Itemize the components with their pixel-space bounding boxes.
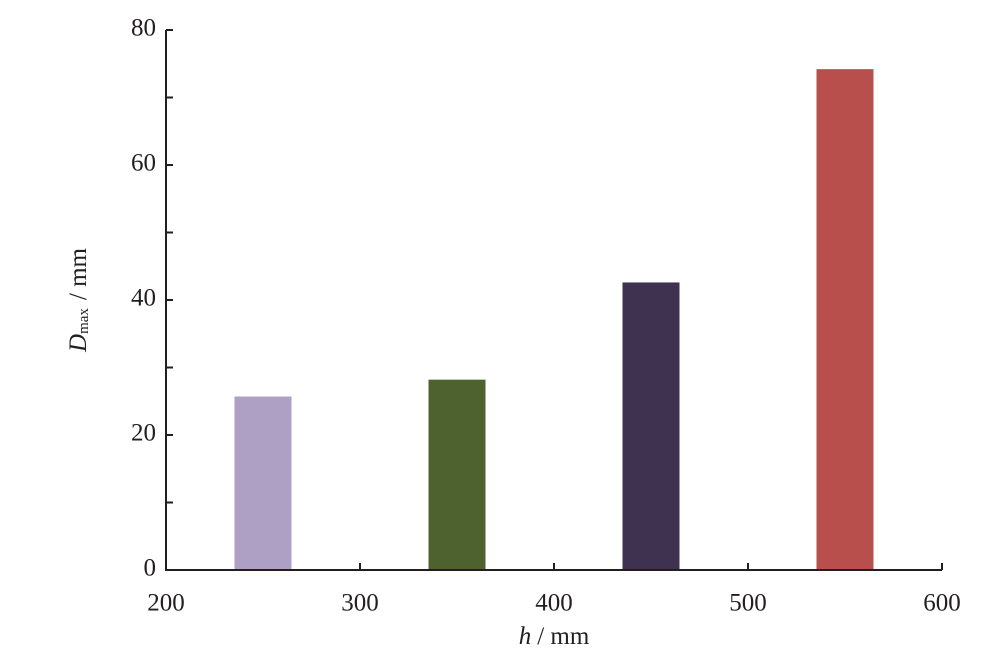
bar <box>622 282 680 570</box>
x-label-unit: / mm <box>537 623 590 650</box>
y-tick-label: 80 <box>131 15 156 42</box>
x-tick-label: 200 <box>147 590 185 617</box>
x-tick-label: 500 <box>729 590 767 617</box>
bar <box>428 379 486 570</box>
x-axis-label: h / mm <box>519 623 590 650</box>
y-tick-label: 40 <box>131 285 156 312</box>
y-tick-label: 20 <box>131 420 156 447</box>
bar <box>816 69 874 571</box>
x-tick-label: 400 <box>535 590 573 617</box>
x-tick-label: 600 <box>923 590 961 617</box>
y-label-unit: / mm <box>65 247 92 300</box>
x-label-symbol: h <box>519 623 532 650</box>
y-tick-label: 60 <box>131 150 156 177</box>
y-label-symbol: D <box>65 334 92 353</box>
y-axis-label: Dmax / mm <box>65 247 93 353</box>
bar <box>234 396 292 570</box>
y-label-subscript: max <box>76 308 92 334</box>
y-tick-label: 0 <box>144 555 157 582</box>
x-tick-label: 300 <box>341 590 379 617</box>
